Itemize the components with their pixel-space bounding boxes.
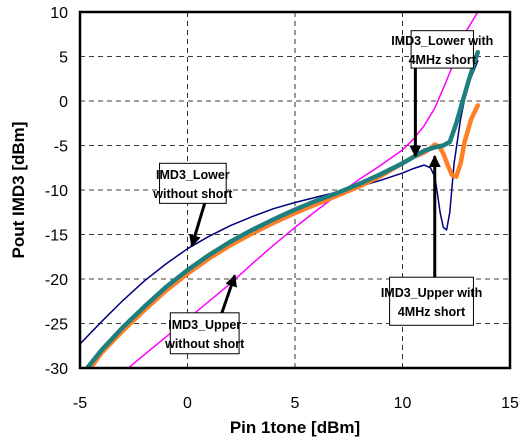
annotations: IMD3_Lower with 4MHz short IMD3_Lowerwitho… [152,30,493,355]
callout-text: IMD3_Upper [168,318,241,332]
y-tick-label: -15 [45,228,68,245]
series-line-3 [87,103,481,368]
y-tick-label: 0 [59,94,68,111]
callout: IMD3_Lower with 4MHz short [391,30,493,158]
callout-text: IMD3_Lower [156,168,230,182]
callout-text: 4MHz short [409,53,477,67]
callout-text: IMD3_Upper with [381,286,482,300]
y-tick-label: -30 [45,361,68,378]
callout-arrow [189,202,207,248]
callout-text: without short [152,187,233,201]
x-tick-label: 10 [394,395,412,412]
y-tick-label: 5 [59,50,68,67]
x-tick-label: 5 [291,395,300,412]
y-tick-label: -20 [45,272,68,289]
callout-arrow [220,274,237,314]
series-line-4 [84,49,481,368]
y-tick-label: -10 [45,183,68,200]
callout-box [389,276,474,326]
tick-labels: -5 0 5 10 15 -30 -25 -20 -15 -10 -5 0 5 10 [45,5,519,412]
callout: IMD3_Upper with 4MHz short [381,154,482,326]
callout-text: without short [164,337,245,351]
x-tick-label: -5 [73,395,87,412]
x-tick-label: 15 [501,395,519,412]
x-axis-label: Pin 1tone [dBm] [230,418,360,437]
y-tick-label: -25 [45,317,68,334]
callout-text: IMD3_Lower with [391,34,493,48]
y-tick-label: -5 [54,139,68,156]
series-line-1 [80,60,479,345]
y-axis-label: Pout IMD3 [dBm] [9,122,28,259]
x-tick-label: 0 [183,395,192,412]
callout-box [159,162,227,204]
plot-frame [78,10,512,370]
callout-box [410,30,474,69]
callout-box [169,312,240,355]
callout-text: 4MHz short [398,305,466,319]
y-tick-label: 10 [50,5,68,22]
